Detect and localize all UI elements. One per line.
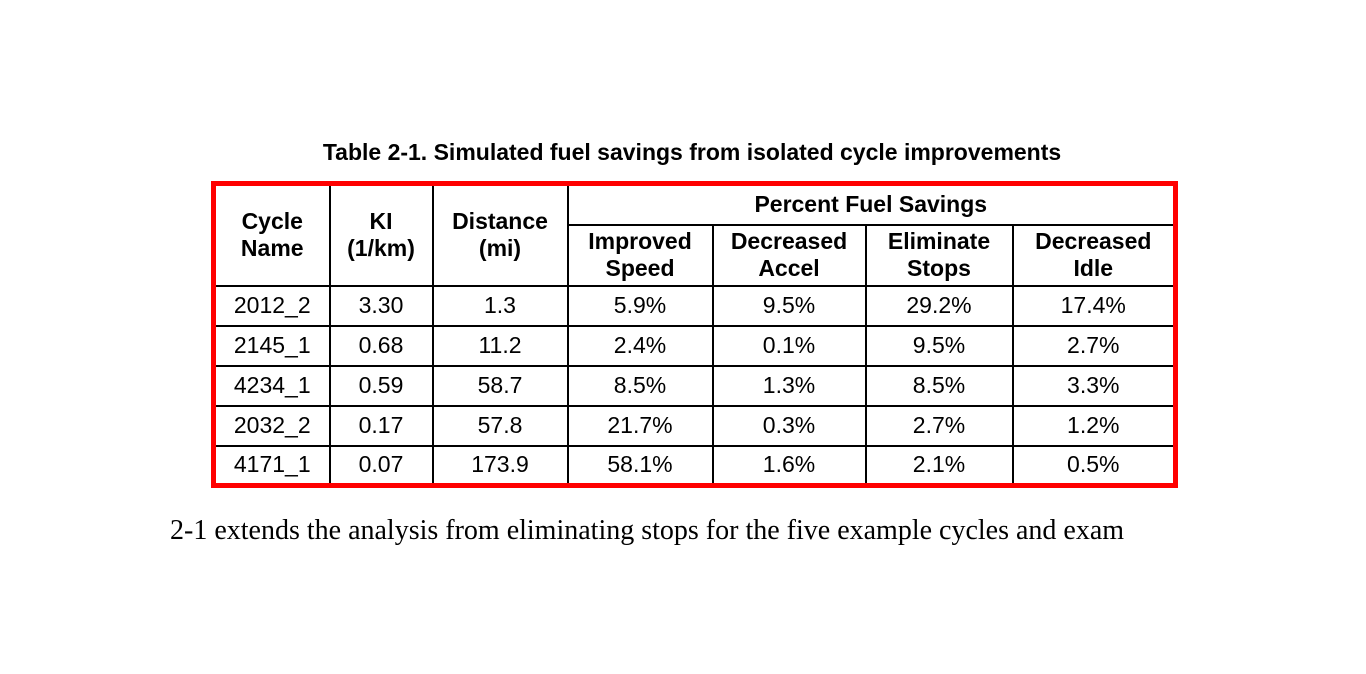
cell-distance: 173.9 <box>431 444 569 487</box>
cell-cycle-name: 2012_2 <box>212 284 331 327</box>
cell-improved-speed: 58.1% <box>566 444 714 487</box>
cell-cycle-name: 2145_1 <box>212 324 331 367</box>
cell-cycle-name: 2032_2 <box>212 404 331 447</box>
table-title: Table 2-1. Simulated fuel savings from i… <box>322 139 1062 165</box>
cell-cycle-name: 4171_1 <box>212 444 331 487</box>
col-header-decreased-idle: Decreased Idle <box>1011 223 1177 287</box>
cell-eliminate-stops: 9.5% <box>864 324 1014 367</box>
cell-ki: 3.30 <box>328 284 434 327</box>
table-row: 2032_2 0.17 57.8 21.7% 0.3% 2.7% 1.2% <box>212 404 1177 447</box>
cell-decreased-accel: 0.1% <box>711 324 867 367</box>
fuel-savings-table: Cycle Name KI (1/km) Distance (mi) Perce… <box>211 181 1179 488</box>
cell-eliminate-stops: 29.2% <box>864 284 1014 327</box>
cell-distance: 57.8 <box>431 404 569 447</box>
cell-improved-speed: 2.4% <box>566 324 714 367</box>
col-header-ki: KI (1/km) <box>328 182 434 287</box>
cell-ki: 0.17 <box>328 404 434 447</box>
header-row-group: Cycle Name KI (1/km) Distance (mi) Perce… <box>212 182 1177 287</box>
col-header-distance: Distance (mi) <box>431 182 569 287</box>
table-row: 2145_1 0.68 11.2 2.4% 0.1% 9.5% 2.7% <box>212 324 1177 367</box>
cell-improved-speed: 5.9% <box>566 284 714 327</box>
cell-eliminate-stops: 8.5% <box>864 364 1014 407</box>
cell-decreased-idle: 3.3% <box>1011 364 1177 407</box>
body-paragraph: 2-1 extends the analysis from eliminatin… <box>170 515 1125 546</box>
cell-cycle-name: 4234_1 <box>212 364 331 407</box>
header-row-sub: Improved Speed Decreased Accel Eliminate… <box>214 223 1177 287</box>
col-header-decreased-accel: Decreased Accel <box>711 223 867 287</box>
table-row: 4234_1 0.59 58.7 8.5% 1.3% 8.5% 3.3% <box>212 364 1177 407</box>
cell-decreased-accel: 9.5% <box>711 284 867 327</box>
cell-distance: 11.2 <box>431 324 569 367</box>
col-header-improved-speed: Improved Speed <box>566 223 714 287</box>
table-row: 2012_2 3.30 1.3 5.9% 9.5% 29.2% 17.4% <box>212 284 1177 327</box>
cell-decreased-accel: 0.3% <box>711 404 867 447</box>
cell-eliminate-stops: 2.1% <box>864 444 1014 487</box>
cell-ki: 0.07 <box>328 444 434 487</box>
cell-improved-speed: 21.7% <box>566 404 714 447</box>
cell-decreased-accel: 1.3% <box>711 364 867 407</box>
cell-improved-speed: 8.5% <box>566 364 714 407</box>
group-header-percent-fuel-savings: Percent Fuel Savings <box>566 182 1177 226</box>
cell-distance: 1.3 <box>431 284 569 327</box>
cell-decreased-idle: 2.7% <box>1011 324 1177 367</box>
cell-decreased-idle: 0.5% <box>1011 444 1177 487</box>
cell-ki: 0.68 <box>328 324 434 367</box>
cell-distance: 58.7 <box>431 364 569 407</box>
col-header-eliminate-stops: Eliminate Stops <box>864 223 1014 287</box>
cell-decreased-idle: 1.2% <box>1011 404 1177 447</box>
cell-ki: 0.59 <box>328 364 434 407</box>
cell-decreased-accel: 1.6% <box>711 444 867 487</box>
col-header-cycle-name: Cycle Name <box>212 182 331 287</box>
cell-decreased-idle: 17.4% <box>1011 284 1177 327</box>
table-row: 4171_1 0.07 173.9 58.1% 1.6% 2.1% 0.5% <box>212 444 1177 487</box>
cell-eliminate-stops: 2.7% <box>864 404 1014 447</box>
